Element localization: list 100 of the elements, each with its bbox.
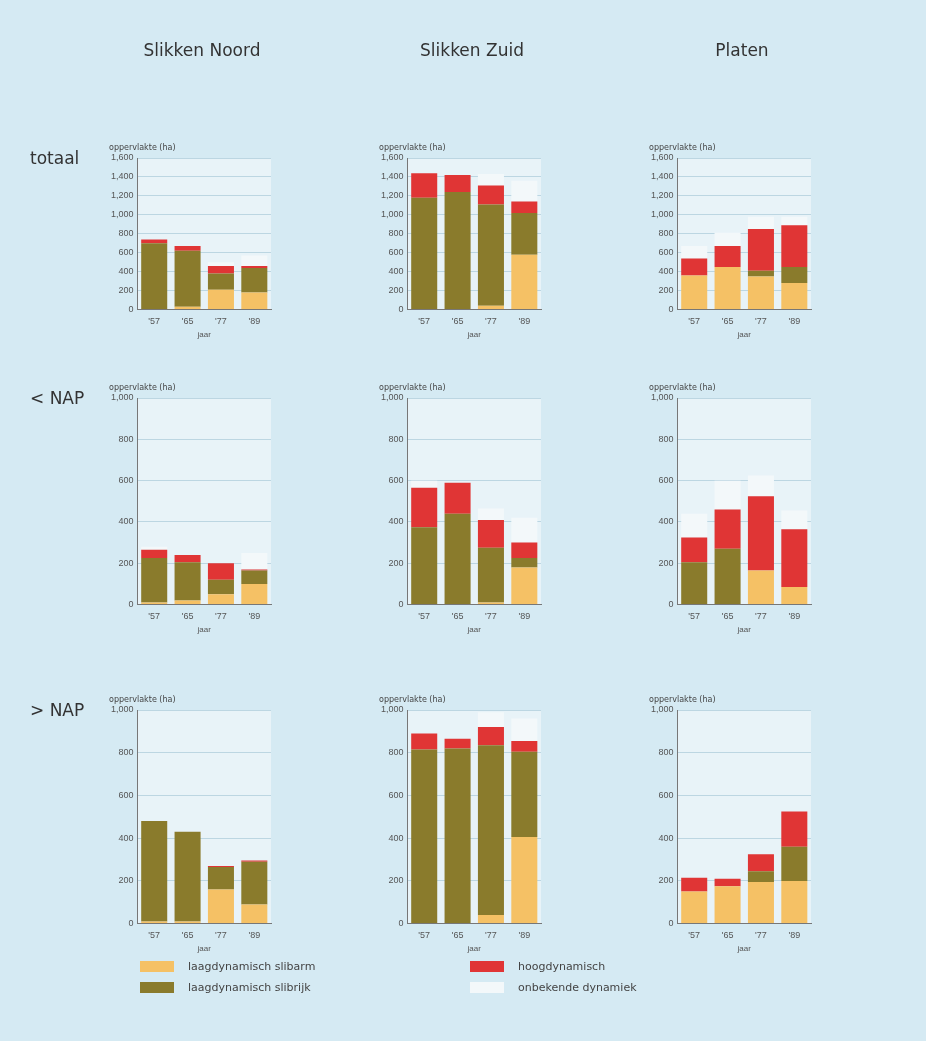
- bar: [174, 250, 201, 307]
- bar: [174, 246, 201, 251]
- chart-title: Slikken Noord: [143, 40, 261, 60]
- bar: [477, 508, 504, 520]
- y-axis-title: oppervlakte (ha): [109, 143, 176, 153]
- bar: [141, 239, 168, 244]
- bar: [681, 258, 708, 276]
- y-tick-label: 600: [658, 247, 674, 258]
- bar: [681, 537, 708, 563]
- bar: [241, 904, 268, 924]
- bar: [747, 229, 774, 271]
- x-tick-label: '89: [248, 316, 261, 327]
- bar: [411, 480, 438, 488]
- bar: [511, 718, 538, 741]
- bar: [511, 254, 538, 310]
- bar: [477, 745, 504, 916]
- y-tick-label: 800: [118, 228, 134, 239]
- y-tick-label: 1,000: [110, 704, 134, 715]
- y-tick-label: 200: [118, 557, 134, 568]
- x-tick-label: '57: [418, 316, 431, 327]
- bar: [411, 527, 438, 605]
- x-tick-label: '65: [181, 611, 194, 622]
- bar: [207, 273, 234, 290]
- y-tick-label: 800: [388, 228, 404, 239]
- bar: [477, 174, 504, 186]
- y-tick-label: 200: [388, 875, 404, 886]
- bar: [411, 749, 438, 924]
- bar: [714, 232, 741, 247]
- y-axis-title: oppervlakte (ha): [649, 143, 716, 153]
- y-tick-label: 400: [118, 516, 134, 527]
- bar: [444, 738, 471, 749]
- x-tick-label: '77: [485, 316, 497, 327]
- x-axis-title: jaar: [196, 944, 212, 954]
- bar: [681, 877, 708, 892]
- bar: [241, 583, 268, 605]
- y-tick-label: 0: [128, 304, 134, 315]
- bar: [444, 175, 471, 193]
- bar: [207, 266, 234, 274]
- bar: [781, 510, 808, 530]
- y-tick-label: 0: [668, 918, 674, 929]
- y-tick-label: 1,200: [380, 190, 404, 201]
- x-axis-title: jaar: [466, 944, 482, 954]
- bar: [714, 266, 741, 310]
- x-tick-label: '89: [248, 611, 261, 622]
- y-tick-label: 200: [118, 285, 134, 296]
- y-tick-label: 400: [388, 516, 404, 527]
- x-tick-label: '89: [788, 611, 801, 622]
- y-tick-label: 600: [658, 475, 674, 486]
- bar: [681, 275, 708, 310]
- bar: [511, 201, 538, 213]
- y-tick-label: 1,000: [650, 392, 674, 403]
- bar: [207, 579, 234, 595]
- x-axis-title: jaar: [196, 330, 212, 340]
- y-tick-label: 1,000: [650, 209, 674, 220]
- y-axis-title: oppervlakte (ha): [649, 383, 716, 393]
- y-tick-label: 1,000: [380, 704, 404, 715]
- x-tick-label: '77: [215, 611, 227, 622]
- bar: [477, 204, 504, 306]
- bar: [747, 570, 774, 605]
- bar: [681, 891, 708, 924]
- y-tick-label: 0: [668, 304, 674, 315]
- x-tick-label: '89: [788, 316, 801, 327]
- bar: [174, 831, 201, 922]
- bar: [681, 513, 708, 538]
- bar: [207, 563, 234, 580]
- x-tick-label: '89: [518, 930, 531, 941]
- x-tick-label: '65: [721, 316, 734, 327]
- x-axis-title: jaar: [736, 330, 752, 340]
- y-tick-label: 1,000: [380, 392, 404, 403]
- bar: [681, 562, 708, 605]
- legend-label: laagdynamisch slibrijk: [188, 981, 311, 994]
- y-tick-label: 800: [388, 433, 404, 444]
- bar: [511, 517, 538, 543]
- y-tick-label: 1,600: [650, 152, 674, 163]
- x-axis-title: jaar: [736, 944, 752, 954]
- x-tick-label: '77: [485, 930, 497, 941]
- y-tick-label: 0: [398, 304, 404, 315]
- x-tick-label: '57: [688, 611, 701, 622]
- y-tick-label: 800: [658, 433, 674, 444]
- bar: [511, 567, 538, 605]
- bar: [207, 289, 234, 310]
- bar: [714, 480, 741, 510]
- bar: [511, 740, 538, 752]
- y-tick-label: 400: [118, 832, 134, 843]
- y-tick-label: 800: [658, 228, 674, 239]
- bar: [477, 519, 504, 548]
- y-tick-label: 1,000: [650, 704, 674, 715]
- bar: [511, 751, 538, 838]
- y-tick-label: 1,000: [110, 209, 134, 220]
- chart-title: Slikken Zuid: [420, 40, 524, 60]
- bar: [241, 255, 268, 267]
- bar: [141, 243, 168, 310]
- bar: [747, 881, 774, 924]
- bar: [241, 552, 268, 570]
- x-tick-label: '89: [518, 316, 531, 327]
- y-tick-label: 0: [398, 918, 404, 929]
- bar: [781, 587, 808, 605]
- x-tick-label: '57: [688, 316, 701, 327]
- bar: [511, 558, 538, 568]
- y-tick-label: 0: [668, 599, 674, 610]
